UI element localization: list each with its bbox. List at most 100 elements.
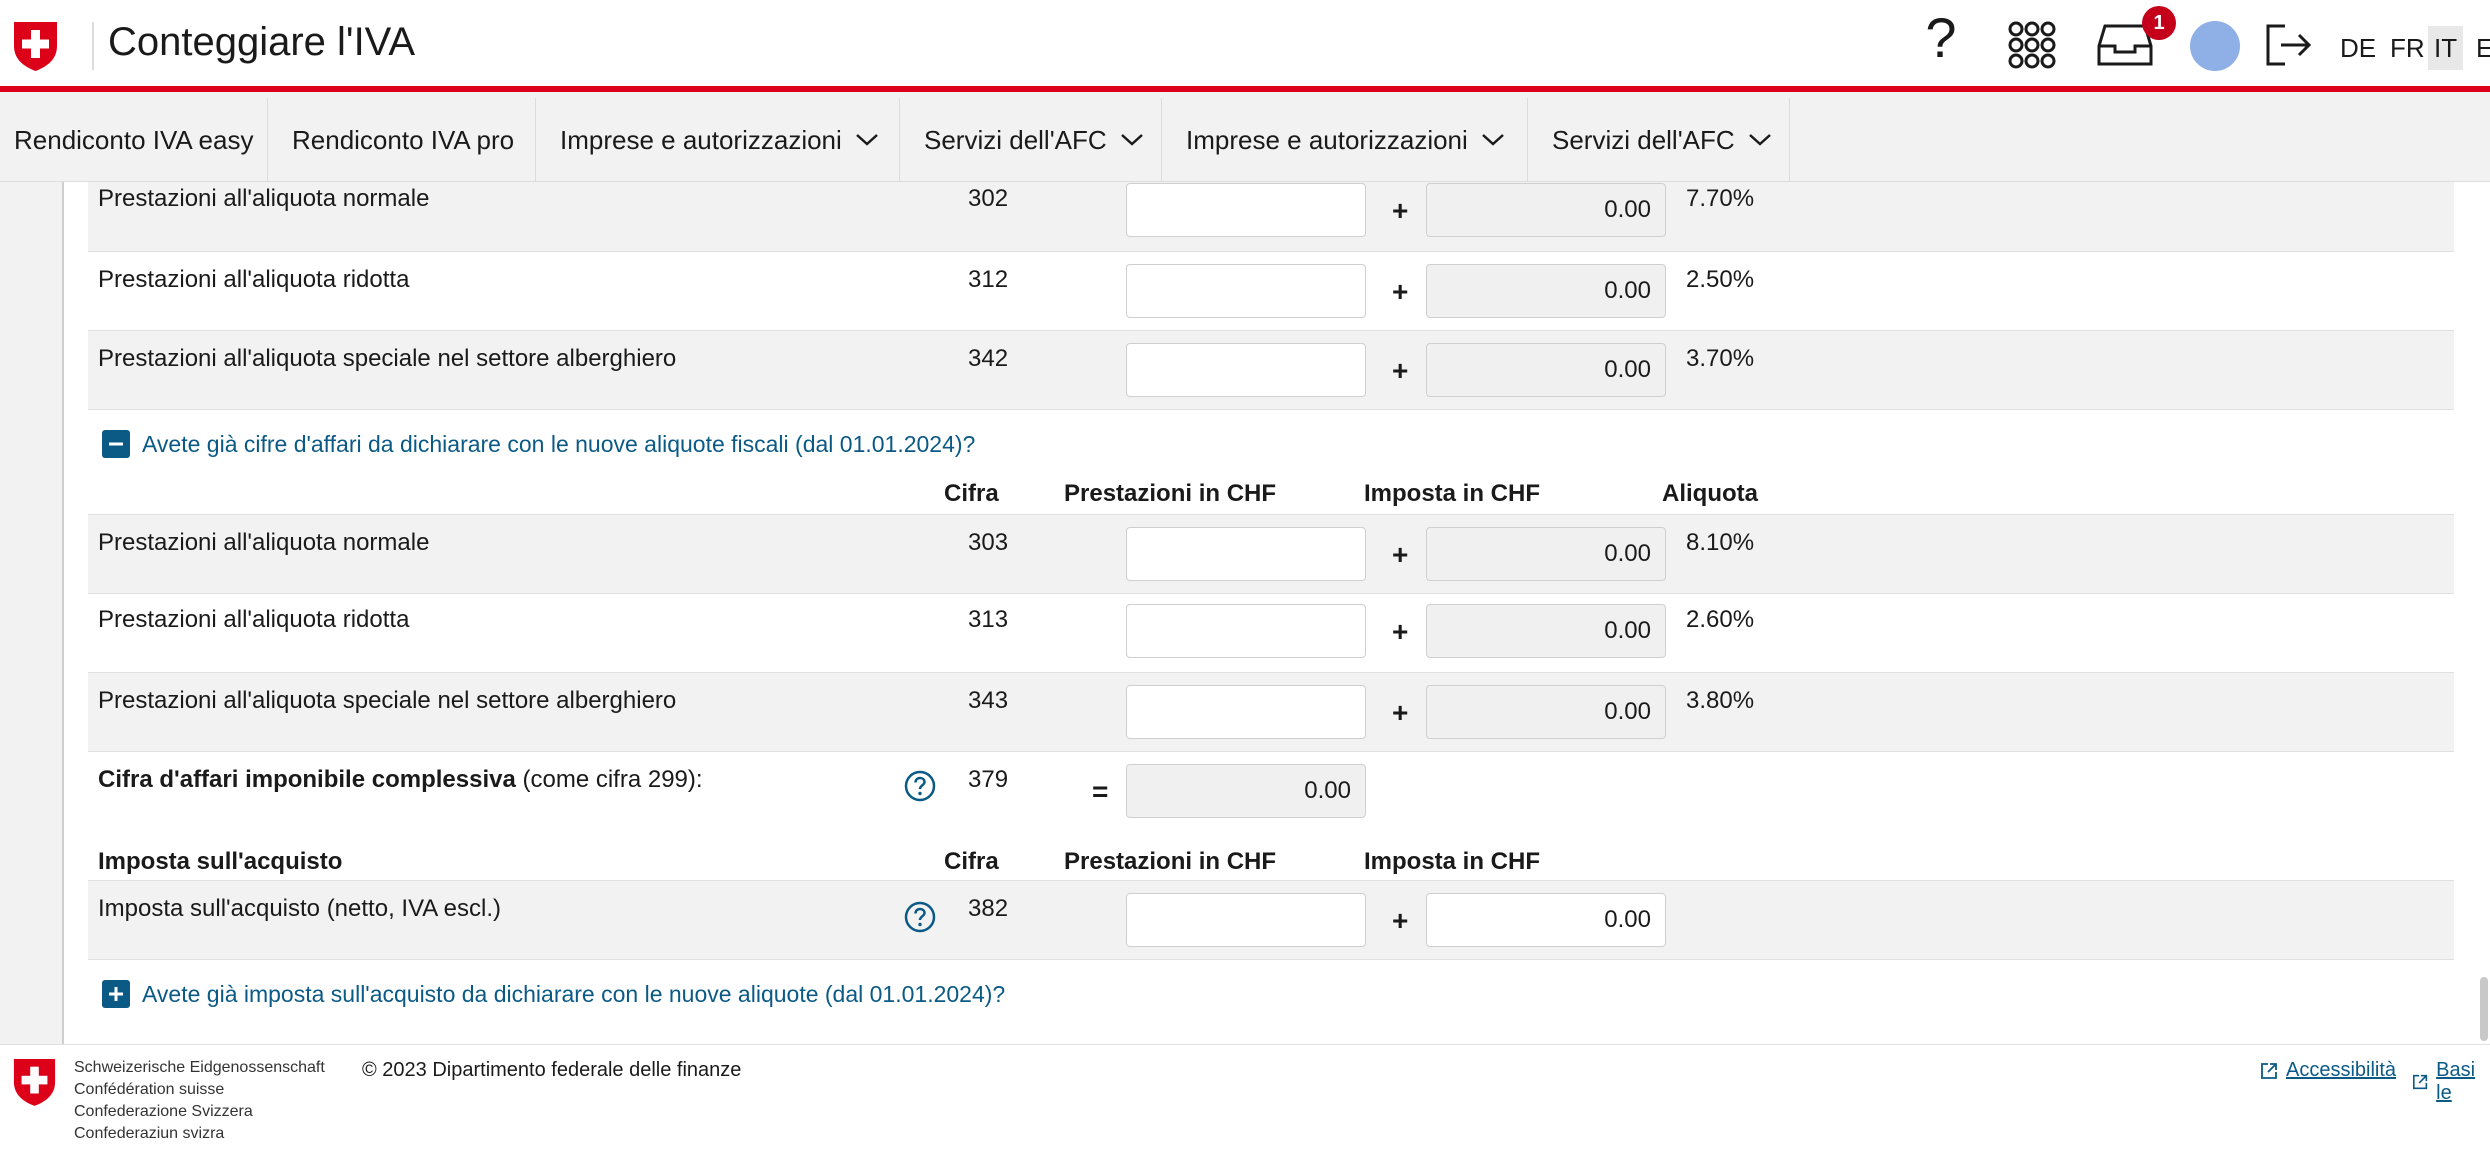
- total-row: Cifra d'affari imponibile complessiva (c…: [88, 752, 2454, 836]
- row-label: Prestazioni all'aliquota normale: [98, 185, 430, 212]
- prestazioni-input-312[interactable]: [1126, 264, 1366, 318]
- row-label: Prestazioni all'aliquota ridotta: [98, 606, 410, 633]
- help-circle-icon[interactable]: [904, 770, 936, 802]
- nav-imprese-autorizzazioni[interactable]: Imprese e autorizzazioni: [536, 98, 900, 182]
- row-rate: 3.80%: [1686, 687, 1755, 714]
- table-row: Imposta sull'acquisto (netto, IVA escl.)…: [88, 880, 2454, 960]
- row-label: Imposta sull'acquisto (netto, IVA escl.): [98, 895, 501, 922]
- column-header-imposta: Imposta in CHF: [1364, 848, 1541, 875]
- copyright: © 2023 Dipartimento federale delle finan…: [362, 1059, 742, 1081]
- swiss-coat-of-arms-logo[interactable]: [12, 20, 59, 72]
- help-circle-icon[interactable]: [904, 901, 936, 933]
- table-row: Prestazioni all'aliquota ridotta 312 + 0…: [88, 252, 2454, 331]
- row-code: 379: [968, 766, 1009, 793]
- lang-it[interactable]: IT: [2428, 26, 2464, 70]
- nav-imprese-autorizzazioni-2[interactable]: Imprese e autorizzazioni: [1162, 98, 1528, 182]
- nav-servizi-afc[interactable]: Servizi dell'AFC: [900, 98, 1162, 182]
- row-label: Prestazioni all'aliquota speciale nel se…: [98, 345, 677, 372]
- nav-rendiconto-iva-easy[interactable]: Rendiconto IVA easy: [0, 98, 268, 182]
- imposta-output-342: 0.00: [1426, 343, 1666, 397]
- plus-sign: +: [1392, 616, 1409, 647]
- nav-label: Imprese e autorizzazioni: [560, 124, 842, 155]
- column-header-cifra: Cifra: [944, 480, 999, 507]
- total-output-379: 0.00: [1126, 764, 1366, 818]
- lang-de[interactable]: DE: [2340, 33, 2377, 63]
- section-title-acquisto: Imposta sull'acquisto: [98, 848, 343, 875]
- main-navigation: Rendiconto IVA easy Rendiconto IVA pro I…: [0, 98, 2490, 182]
- nav-label: Rendiconto IVA pro: [292, 124, 515, 155]
- column-header-imposta: Imposta in CHF: [1364, 480, 1541, 507]
- imposta-output-302: 0.00: [1426, 183, 1666, 237]
- expand-plus-icon: [102, 980, 130, 1008]
- lang-fr[interactable]: FR: [2390, 33, 2425, 63]
- table-row: Prestazioni all'aliquota ridotta 313 + 0…: [88, 594, 2454, 672]
- prestazioni-input-343[interactable]: [1126, 685, 1366, 739]
- plus-sign: +: [1392, 276, 1409, 307]
- nav-label: Servizi dell'AFC: [924, 124, 1107, 155]
- chevron-down-icon: [855, 134, 878, 146]
- imposta-input-382[interactable]: 0.00: [1426, 893, 1666, 947]
- row-code: 342: [968, 345, 1009, 372]
- row-code: 382: [968, 895, 1009, 922]
- row-rate: 8.10%: [1686, 529, 1755, 556]
- federation-fr: Confédération suisse: [74, 1081, 225, 1098]
- footer-link-label: Accessibilità: [2286, 1059, 2397, 1081]
- collapse-minus-icon: [102, 430, 130, 458]
- row-label: Prestazioni all'aliquota speciale nel se…: [98, 687, 677, 714]
- footer-link-accessibilita[interactable]: Accessibilità: [2260, 1059, 2396, 1082]
- row-code: 303: [968, 529, 1009, 556]
- total-label-bold: Cifra d'affari imponibile complessiva: [98, 766, 516, 793]
- imposta-output-313: 0.00: [1426, 604, 1666, 658]
- app-title: Conteggiare l'IVA: [108, 20, 416, 64]
- user-avatar[interactable]: [2190, 21, 2240, 71]
- prestazioni-input-342[interactable]: [1126, 343, 1366, 397]
- federation-de: Schweizerische Eidgenossenschaft: [74, 1059, 325, 1076]
- header-separator: [92, 22, 94, 70]
- apps-grid-icon[interactable]: [2004, 20, 2060, 70]
- toggle-label: Avete già cifre d'affari da dichiarare c…: [142, 430, 976, 457]
- nav-label: Servizi dell'AFC: [1552, 124, 1735, 155]
- row-code: 343: [968, 687, 1009, 714]
- help-icon[interactable]: ?: [1925, 5, 1957, 69]
- acquisto-new-rates-toggle[interactable]: Avete già imposta sull'acquisto da dichi…: [102, 980, 1005, 1008]
- chevron-down-icon: [1748, 134, 1771, 146]
- column-header-prestazioni: Prestazioni in CHF: [1064, 480, 1277, 507]
- table-row: Prestazioni all'aliquota normale 302 + 0…: [88, 182, 2454, 252]
- row-code: 312: [968, 266, 1009, 293]
- prestazioni-input-382[interactable]: [1126, 893, 1366, 947]
- footer-link-label: Basi le: [2436, 1059, 2476, 1104]
- column-header-cifra: Cifra: [944, 848, 999, 875]
- row-label: Prestazioni all'aliquota normale: [98, 529, 430, 556]
- total-label: Cifra d'affari imponibile complessiva (c…: [98, 766, 703, 794]
- new-rates-toggle[interactable]: Avete già cifre d'affari da dichiarare c…: [102, 430, 975, 458]
- inbox-badge: 1: [2142, 6, 2176, 40]
- column-header-aliquota: Aliquota: [1662, 480, 1758, 507]
- table-row: Prestazioni all'aliquota normale 303 + 0…: [88, 514, 2454, 594]
- plus-sign: +: [1392, 355, 1409, 386]
- scrollbar-thumb[interactable]: [2480, 977, 2488, 1041]
- prestazioni-input-302[interactable]: [1126, 183, 1366, 237]
- page-footer: Schweizerische Eidgenossenschaft Confédé…: [0, 1044, 2490, 1154]
- row-rate: 7.70%: [1686, 185, 1755, 212]
- prestazioni-input-313[interactable]: [1126, 604, 1366, 658]
- row-rate: 3.70%: [1686, 345, 1755, 372]
- chevron-down-icon: [1481, 134, 1504, 146]
- row-code: 313: [968, 606, 1009, 633]
- logout-icon[interactable]: [2264, 20, 2314, 70]
- prestazioni-input-303[interactable]: [1126, 527, 1366, 581]
- table-row: Prestazioni all'aliquota speciale nel se…: [88, 330, 2454, 410]
- vat-form-card: Prestazioni all'aliquota normale 302 + 0…: [62, 182, 2490, 1044]
- row-code: 302: [968, 185, 1009, 212]
- footer-link-basi-legali[interactable]: Basi le: [2412, 1059, 2490, 1105]
- nav-servizi-afc-2[interactable]: Servizi dell'AFC: [1528, 98, 1790, 182]
- lang-en[interactable]: E: [2476, 33, 2490, 63]
- total-label-rest: (come cifra 299):: [515, 766, 703, 793]
- federation-it: Confederazione Svizzera: [74, 1103, 253, 1120]
- imposta-output-312: 0.00: [1426, 264, 1666, 318]
- nav-label: Rendiconto IVA easy: [14, 124, 254, 155]
- toggle-label: Avete già imposta sull'acquisto da dichi…: [142, 980, 1006, 1007]
- equals-sign: =: [1092, 776, 1109, 807]
- swiss-coat-of-arms-logo: [13, 1059, 56, 1106]
- table-row: Prestazioni all'aliquota speciale nel se…: [88, 672, 2454, 752]
- nav-rendiconto-iva-pro[interactable]: Rendiconto IVA pro: [268, 98, 536, 182]
